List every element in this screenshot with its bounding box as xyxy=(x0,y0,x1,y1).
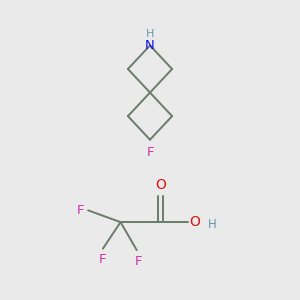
Text: F: F xyxy=(77,204,85,217)
Text: F: F xyxy=(99,253,106,266)
Text: F: F xyxy=(146,146,154,159)
Text: O: O xyxy=(155,178,166,192)
Text: H: H xyxy=(207,218,216,231)
Text: H: H xyxy=(146,29,154,39)
Text: N: N xyxy=(145,39,155,52)
Text: F: F xyxy=(134,254,142,268)
Text: O: O xyxy=(190,215,201,229)
